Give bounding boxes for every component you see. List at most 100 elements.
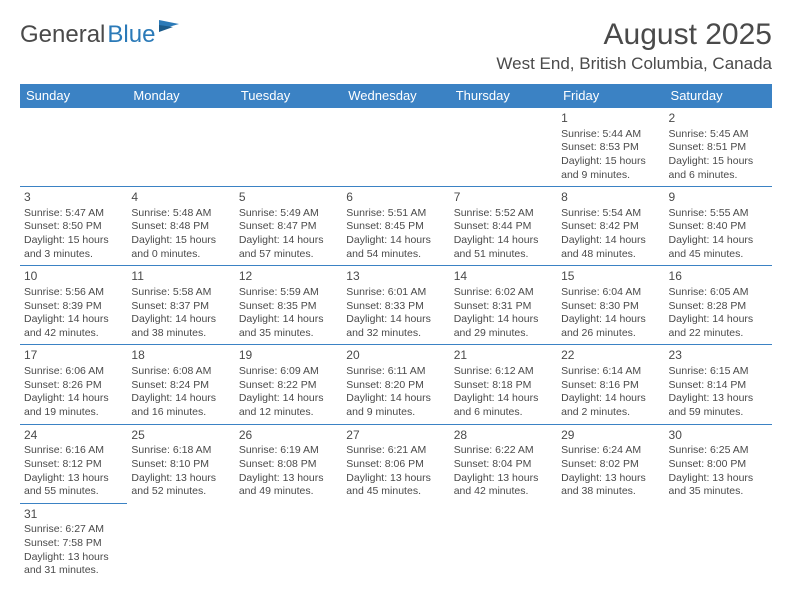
sunset-line: Sunset: 8:35 PM	[239, 300, 338, 314]
daylight-line: Daylight: 13 hours	[24, 472, 123, 486]
day-number: 5	[239, 190, 338, 206]
sunset-line: Sunset: 8:24 PM	[131, 379, 230, 393]
location-subtitle: West End, British Columbia, Canada	[496, 54, 772, 74]
sunrise-line: Sunrise: 6:05 AM	[669, 286, 768, 300]
calendar-day-cell: 23Sunrise: 6:15 AMSunset: 8:14 PMDayligh…	[665, 345, 772, 424]
calendar-day-cell: 29Sunrise: 6:24 AMSunset: 8:02 PMDayligh…	[557, 424, 664, 503]
title-block: August 2025 West End, British Columbia, …	[496, 18, 772, 74]
daylight-line: Daylight: 14 hours	[24, 313, 123, 327]
sunrise-line: Sunrise: 6:19 AM	[239, 444, 338, 458]
daylight-line: and 59 minutes.	[669, 406, 768, 420]
calendar-empty-cell	[450, 108, 557, 187]
sunrise-line: Sunrise: 6:25 AM	[669, 444, 768, 458]
calendar-week-row: 24Sunrise: 6:16 AMSunset: 8:12 PMDayligh…	[20, 424, 772, 503]
calendar-week-row: 3Sunrise: 5:47 AMSunset: 8:50 PMDaylight…	[20, 187, 772, 266]
day-number: 11	[131, 269, 230, 285]
daylight-line: and 29 minutes.	[454, 327, 553, 341]
calendar-empty-cell	[342, 108, 449, 187]
sunset-line: Sunset: 8:20 PM	[346, 379, 445, 393]
sunset-line: Sunset: 8:06 PM	[346, 458, 445, 472]
daylight-line: and 51 minutes.	[454, 248, 553, 262]
sunset-line: Sunset: 8:47 PM	[239, 220, 338, 234]
sunrise-line: Sunrise: 5:59 AM	[239, 286, 338, 300]
daylight-line: Daylight: 13 hours	[239, 472, 338, 486]
sunrise-line: Sunrise: 6:09 AM	[239, 365, 338, 379]
weekday-header: Monday	[127, 84, 234, 108]
sunset-line: Sunset: 8:39 PM	[24, 300, 123, 314]
sunset-line: Sunset: 8:28 PM	[669, 300, 768, 314]
sunset-line: Sunset: 8:26 PM	[24, 379, 123, 393]
weekday-header-row: SundayMondayTuesdayWednesdayThursdayFrid…	[20, 84, 772, 108]
day-number: 28	[454, 428, 553, 444]
day-number: 25	[131, 428, 230, 444]
sunset-line: Sunset: 7:58 PM	[24, 537, 123, 551]
daylight-line: Daylight: 13 hours	[561, 472, 660, 486]
logo: GeneralBlue	[20, 18, 181, 49]
day-number: 10	[24, 269, 123, 285]
weekday-header: Friday	[557, 84, 664, 108]
day-number: 15	[561, 269, 660, 285]
calendar-day-cell: 17Sunrise: 6:06 AMSunset: 8:26 PMDayligh…	[20, 345, 127, 424]
calendar-day-cell: 24Sunrise: 6:16 AMSunset: 8:12 PMDayligh…	[20, 424, 127, 503]
calendar-day-cell: 5Sunrise: 5:49 AMSunset: 8:47 PMDaylight…	[235, 187, 342, 266]
calendar-empty-cell	[665, 503, 772, 582]
sunrise-line: Sunrise: 5:49 AM	[239, 207, 338, 221]
sunset-line: Sunset: 8:22 PM	[239, 379, 338, 393]
daylight-line: and 26 minutes.	[561, 327, 660, 341]
sunrise-line: Sunrise: 5:47 AM	[24, 207, 123, 221]
daylight-line: and 2 minutes.	[561, 406, 660, 420]
sunrise-line: Sunrise: 6:11 AM	[346, 365, 445, 379]
sunset-line: Sunset: 8:18 PM	[454, 379, 553, 393]
sunset-line: Sunset: 8:12 PM	[24, 458, 123, 472]
day-number: 24	[24, 428, 123, 444]
month-title: August 2025	[496, 18, 772, 52]
calendar-day-cell: 25Sunrise: 6:18 AMSunset: 8:10 PMDayligh…	[127, 424, 234, 503]
logo-text-blue: Blue	[107, 21, 155, 49]
sunrise-line: Sunrise: 6:14 AM	[561, 365, 660, 379]
day-number: 29	[561, 428, 660, 444]
calendar-body: 1Sunrise: 5:44 AMSunset: 8:53 PMDaylight…	[20, 108, 772, 582]
calendar-day-cell: 1Sunrise: 5:44 AMSunset: 8:53 PMDaylight…	[557, 108, 664, 187]
calendar-day-cell: 11Sunrise: 5:58 AMSunset: 8:37 PMDayligh…	[127, 266, 234, 345]
calendar-week-row: 1Sunrise: 5:44 AMSunset: 8:53 PMDaylight…	[20, 108, 772, 187]
calendar-day-cell: 14Sunrise: 6:02 AMSunset: 8:31 PMDayligh…	[450, 266, 557, 345]
calendar-day-cell: 28Sunrise: 6:22 AMSunset: 8:04 PMDayligh…	[450, 424, 557, 503]
daylight-line: and 49 minutes.	[239, 485, 338, 499]
sunset-line: Sunset: 8:02 PM	[561, 458, 660, 472]
daylight-line: and 45 minutes.	[346, 485, 445, 499]
daylight-line: Daylight: 13 hours	[131, 472, 230, 486]
calendar-empty-cell	[342, 503, 449, 582]
daylight-line: Daylight: 14 hours	[561, 234, 660, 248]
daylight-line: and 57 minutes.	[239, 248, 338, 262]
sunset-line: Sunset: 8:04 PM	[454, 458, 553, 472]
sunrise-line: Sunrise: 6:06 AM	[24, 365, 123, 379]
daylight-line: Daylight: 15 hours	[669, 155, 768, 169]
sunset-line: Sunset: 8:16 PM	[561, 379, 660, 393]
day-number: 3	[24, 190, 123, 206]
daylight-line: and 35 minutes.	[669, 485, 768, 499]
flag-icon	[159, 18, 181, 39]
daylight-line: and 0 minutes.	[131, 248, 230, 262]
sunset-line: Sunset: 8:08 PM	[239, 458, 338, 472]
daylight-line: Daylight: 14 hours	[669, 234, 768, 248]
weekday-header: Saturday	[665, 84, 772, 108]
calendar-day-cell: 30Sunrise: 6:25 AMSunset: 8:00 PMDayligh…	[665, 424, 772, 503]
daylight-line: Daylight: 15 hours	[24, 234, 123, 248]
calendar-day-cell: 2Sunrise: 5:45 AMSunset: 8:51 PMDaylight…	[665, 108, 772, 187]
daylight-line: Daylight: 14 hours	[669, 313, 768, 327]
calendar-empty-cell	[127, 503, 234, 582]
day-number: 22	[561, 348, 660, 364]
daylight-line: Daylight: 14 hours	[239, 392, 338, 406]
calendar-empty-cell	[127, 108, 234, 187]
daylight-line: Daylight: 14 hours	[131, 313, 230, 327]
calendar-week-row: 10Sunrise: 5:56 AMSunset: 8:39 PMDayligh…	[20, 266, 772, 345]
daylight-line: Daylight: 13 hours	[24, 551, 123, 565]
sunrise-line: Sunrise: 6:04 AM	[561, 286, 660, 300]
daylight-line: Daylight: 14 hours	[131, 392, 230, 406]
sunrise-line: Sunrise: 6:01 AM	[346, 286, 445, 300]
sunrise-line: Sunrise: 6:02 AM	[454, 286, 553, 300]
calendar-day-cell: 16Sunrise: 6:05 AMSunset: 8:28 PMDayligh…	[665, 266, 772, 345]
sunrise-line: Sunrise: 5:52 AM	[454, 207, 553, 221]
sunrise-line: Sunrise: 5:48 AM	[131, 207, 230, 221]
day-number: 9	[669, 190, 768, 206]
